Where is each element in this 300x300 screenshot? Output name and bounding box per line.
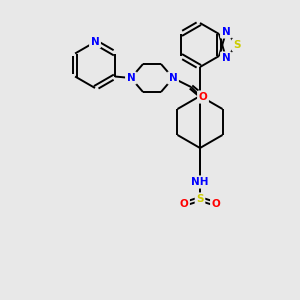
Text: O: O [199,92,207,102]
Text: N: N [91,37,99,47]
Text: NH: NH [191,177,209,187]
Text: N: N [169,73,177,83]
Text: N: N [222,27,230,37]
Text: N: N [127,73,135,83]
Text: N: N [222,53,230,63]
Text: O: O [212,199,220,209]
Text: O: O [180,199,188,209]
Text: S: S [233,40,241,50]
Text: S: S [196,194,204,204]
